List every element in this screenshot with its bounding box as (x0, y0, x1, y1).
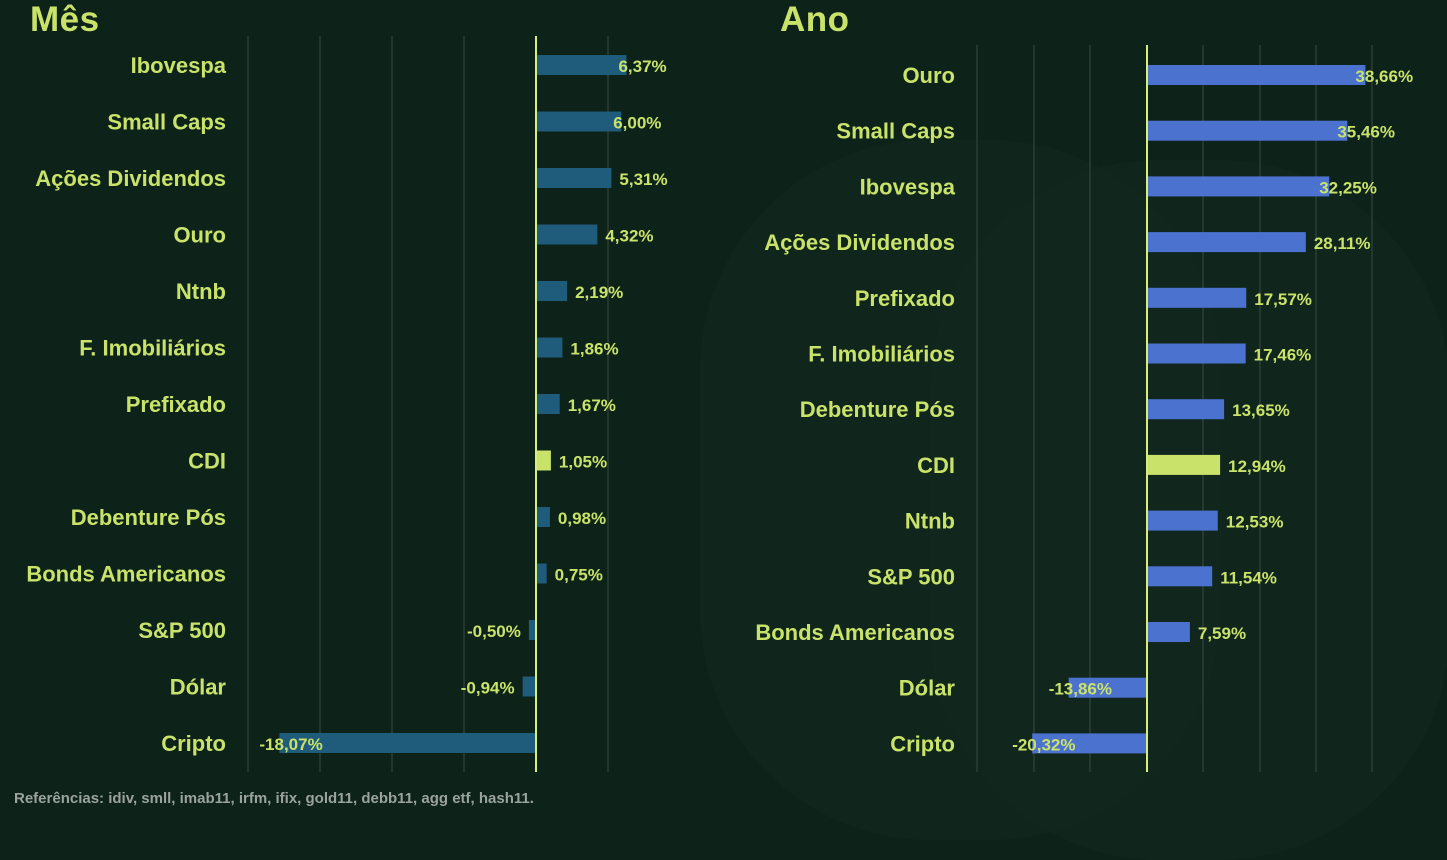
background-shape (930, 160, 1447, 860)
month-bar (536, 168, 612, 188)
year-category-label: Prefixado (855, 286, 955, 311)
month-value-label: 1,05% (559, 453, 607, 472)
month-bar (536, 394, 560, 414)
month-value-label: 2,19% (575, 283, 623, 302)
month-value-label: 6,37% (618, 57, 666, 76)
month-category-label: CDI (188, 449, 226, 474)
year-bar (1068, 677, 1147, 698)
year-value-label: 32,25% (1319, 178, 1377, 197)
year-bar (1147, 566, 1213, 587)
year-category-label: S&P 500 (867, 564, 955, 589)
year-value-label: 12,94% (1228, 457, 1286, 476)
year-category-label: Cripto (890, 731, 955, 756)
month-category-label: Ibovespa (131, 53, 227, 78)
year-value-label: -20,32% (1012, 735, 1075, 754)
year-value-label: 12,53% (1226, 513, 1284, 532)
year-category-label: Bonds Americanos (755, 620, 955, 645)
year-bar (1147, 176, 1330, 197)
month-value-label: -18,07% (259, 735, 322, 754)
month-bar (536, 450, 551, 471)
month-value-label: 1,67% (568, 396, 616, 415)
month-category-label: Cripto (161, 731, 226, 756)
year-bar (1147, 232, 1306, 253)
month-chart-title: Mês (30, 0, 100, 39)
month-value-label: 4,32% (605, 227, 653, 246)
month-bar (536, 224, 598, 245)
month-category-label: Ouro (173, 223, 226, 248)
month-category-label: Ntnb (176, 279, 226, 304)
month-category-label: F. Imobiliários (79, 336, 226, 361)
year-category-label: Ibovespa (860, 174, 956, 199)
year-value-label: 17,57% (1254, 290, 1312, 309)
month-bar (536, 337, 563, 358)
month-bar (279, 733, 536, 753)
month-value-label: 1,86% (570, 340, 618, 359)
year-value-label: 28,11% (1314, 234, 1371, 253)
year-category-label: Ações Dividendos (764, 230, 955, 255)
year-category-label: Dólar (899, 676, 956, 701)
month-value-label: 0,98% (558, 509, 606, 528)
month-category-label: Dólar (170, 675, 227, 700)
year-bar (1147, 622, 1190, 642)
references-footer: Referências: idiv, smll, imab11, irfm, i… (14, 790, 534, 807)
year-category-label: Debenture Pós (800, 397, 955, 422)
month-bar (528, 620, 536, 640)
month-value-label: -0,94% (461, 679, 515, 698)
year-bar (1147, 454, 1221, 475)
year-bar (1147, 120, 1348, 141)
year-value-label: 13,65% (1232, 401, 1290, 420)
month-category-label: Prefixado (126, 392, 226, 417)
month-bar (536, 507, 550, 527)
year-category-label: F. Imobiliários (808, 342, 955, 367)
year-category-label: Ouro (902, 63, 955, 88)
year-bar (1147, 510, 1218, 531)
year-value-label: 35,46% (1337, 123, 1395, 142)
month-bar (536, 281, 568, 301)
month-value-label: -0,50% (467, 622, 521, 641)
background-shape (700, 140, 1220, 840)
year-value-label: 17,46% (1254, 346, 1312, 365)
year-bar (1147, 399, 1225, 420)
month-value-label: 0,75% (555, 566, 603, 585)
year-bar (1147, 343, 1246, 364)
month-category-label: Debenture Pós (71, 505, 226, 530)
year-value-label: 38,66% (1355, 67, 1413, 86)
year-value-label: 7,59% (1198, 624, 1246, 643)
month-bar (536, 55, 627, 75)
month-bar (536, 111, 622, 132)
year-category-label: Small Caps (836, 119, 955, 144)
month-bar (522, 676, 536, 697)
charts-canvas: Ibovespa 6,37% Small Caps 6,00% Ações Divide… (26, 36, 1413, 772)
year-category-label: CDI (917, 453, 955, 478)
month-category-label: Ações Dividendos (35, 166, 226, 191)
month-category-label: Small Caps (107, 110, 226, 135)
month-bar (536, 563, 547, 584)
year-bar (1032, 733, 1147, 754)
month-value-label: 5,31% (619, 170, 667, 189)
year-bar (1147, 287, 1247, 308)
month-value-label: 6,00% (613, 114, 661, 133)
month-category-label: S&P 500 (138, 618, 226, 643)
year-category-label: Ntnb (905, 509, 955, 534)
year-value-label: -13,86% (1049, 680, 1112, 699)
month-category-label: Bonds Americanos (26, 562, 226, 587)
year-bar (1147, 65, 1366, 85)
year-chart-title: Ano (780, 0, 850, 39)
year-value-label: 11,54% (1220, 568, 1277, 587)
